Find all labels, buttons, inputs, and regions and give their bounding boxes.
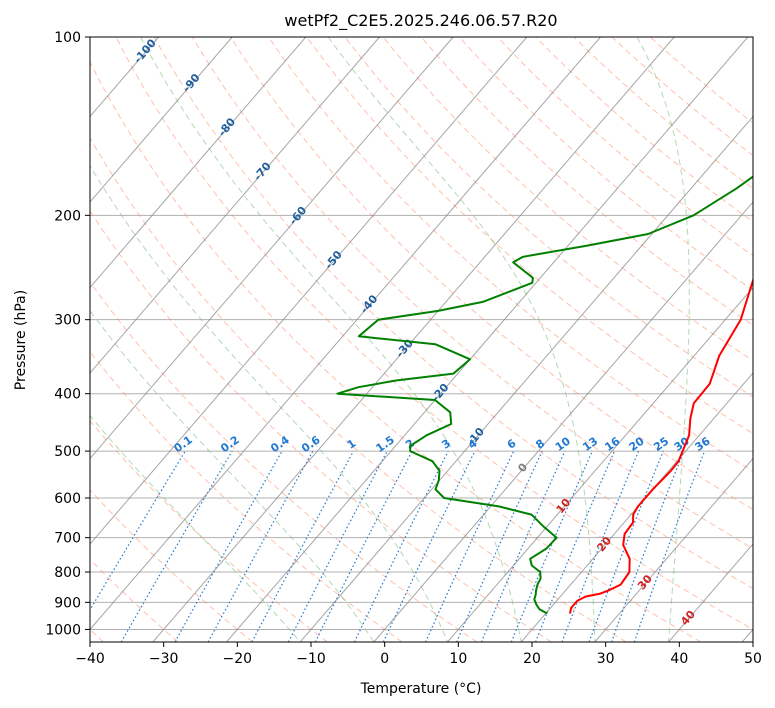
mixing-ratio-line bbox=[510, 450, 593, 642]
dry-adiabat bbox=[90, 420, 328, 642]
dry-adiabat bbox=[306, 37, 753, 435]
mixing-ratio-line bbox=[314, 450, 413, 642]
moist-adiabat bbox=[90, 309, 375, 642]
isotherm-line bbox=[520, 372, 753, 642]
dry-adiabats bbox=[90, 37, 753, 642]
x-tick-label: −20 bbox=[223, 651, 253, 667]
plot-frame bbox=[89, 36, 754, 643]
mixing-ratio-line bbox=[534, 450, 615, 642]
x-tick-label: −40 bbox=[75, 651, 105, 667]
dry-adiabat bbox=[344, 37, 753, 398]
dry-adiabat bbox=[230, 37, 753, 511]
isotherm-line bbox=[0, 37, 11, 642]
y-axis-ticks: 100 200 300 400 500 600 700 800 900 1000 bbox=[45, 30, 90, 638]
isotherm-line bbox=[90, 37, 380, 374]
x-tick-label: −30 bbox=[149, 651, 179, 667]
y-tick-label: 300 bbox=[54, 313, 81, 329]
isotherm-line bbox=[447, 286, 753, 642]
mixing-ratio-line bbox=[610, 450, 685, 642]
dry-adiabat bbox=[90, 210, 552, 642]
y-tick-label: 400 bbox=[54, 387, 81, 403]
isotherm-line bbox=[226, 37, 749, 642]
sounding-profiles bbox=[336, 175, 753, 615]
isotherm-line bbox=[90, 37, 307, 289]
pressure-grid bbox=[90, 37, 753, 630]
y-tick-label: 200 bbox=[54, 208, 81, 224]
mixing-ratio-line bbox=[207, 450, 314, 642]
isotherm-line bbox=[90, 37, 601, 631]
isotherm-line bbox=[373, 201, 753, 642]
dry-adiabat bbox=[90, 558, 179, 642]
x-axis-ticks: −40 −30 −20 −10 0 10 20 30 40 50 bbox=[75, 642, 762, 667]
dry-adiabat bbox=[382, 37, 753, 362]
y-tick-label: 100 bbox=[54, 30, 81, 46]
chart-title: wetPf2_C2E5.2025.246.06.57.R20 bbox=[284, 11, 557, 31]
x-tick-label: 50 bbox=[744, 651, 762, 667]
x-axis-label: Temperature (°C) bbox=[360, 681, 482, 697]
mixing-ratio-line bbox=[353, 450, 449, 642]
x-tick-label: 30 bbox=[597, 651, 615, 667]
y-tick-label: 700 bbox=[54, 531, 81, 547]
y-tick-label: 1000 bbox=[45, 622, 81, 638]
y-tick-label: 600 bbox=[54, 491, 81, 507]
dry-adiabat bbox=[90, 489, 254, 642]
isotherm-line bbox=[152, 37, 675, 642]
isotherm-line bbox=[594, 457, 753, 642]
isotherm-line bbox=[90, 37, 233, 203]
moist-adiabat bbox=[327, 37, 596, 642]
x-tick-label: 40 bbox=[670, 651, 688, 667]
dry-adiabat bbox=[191, 37, 753, 550]
isotherm-line bbox=[299, 115, 753, 642]
dry-adiabat bbox=[90, 281, 478, 642]
dry-adiabat bbox=[153, 37, 753, 590]
moist-adiabat bbox=[636, 37, 690, 642]
x-tick-label: 0 bbox=[380, 651, 389, 667]
dry-adiabat bbox=[90, 60, 702, 642]
x-tick-label: −10 bbox=[296, 651, 326, 667]
y-tick-label: 900 bbox=[54, 595, 81, 611]
temperature-profile bbox=[569, 277, 753, 614]
mixing-ratio-line bbox=[633, 450, 706, 642]
isotherm-line bbox=[90, 37, 528, 545]
dewpoint-profile bbox=[336, 175, 753, 615]
dry-adiabat bbox=[90, 136, 627, 642]
y-tick-label: 500 bbox=[54, 444, 81, 460]
mixing-ratio-line bbox=[174, 450, 283, 642]
moist-adiabat bbox=[90, 164, 448, 642]
dry-adiabat bbox=[115, 37, 753, 630]
mixing-ratio-line bbox=[588, 450, 664, 642]
x-tick-label: 10 bbox=[449, 651, 467, 667]
mixing-ratio-lines bbox=[90, 450, 706, 642]
y-axis-label: Pressure (hPa) bbox=[13, 290, 29, 390]
isotherms bbox=[0, 37, 753, 642]
mixing-ratio-line bbox=[456, 450, 543, 642]
mixing-ratio-line bbox=[561, 450, 640, 642]
dry-adiabat bbox=[420, 37, 753, 326]
mixing-ratio-line bbox=[251, 450, 355, 642]
y-tick-label: 800 bbox=[54, 565, 81, 581]
isotherm-line bbox=[90, 37, 454, 460]
x-tick-label: 20 bbox=[523, 651, 541, 667]
plot-area bbox=[90, 37, 753, 642]
